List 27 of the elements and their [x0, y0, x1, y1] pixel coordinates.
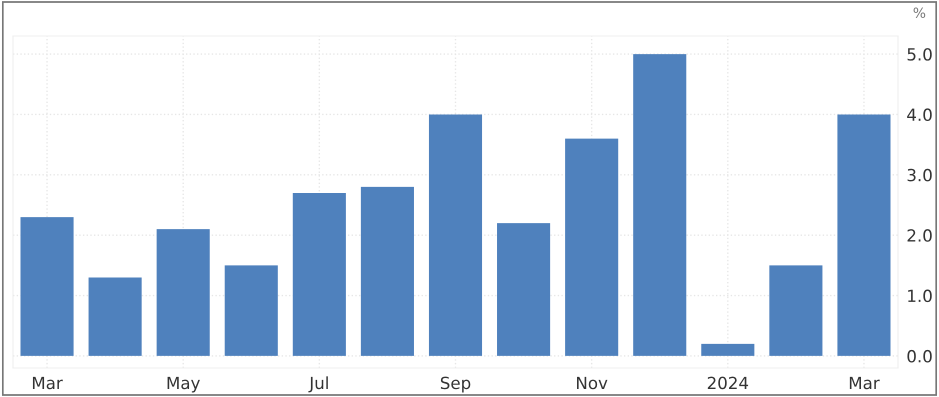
bar [701, 344, 754, 356]
bar [224, 265, 278, 356]
y-tick-label: 3.0 [908, 168, 932, 182]
y-axis-title: % [914, 8, 926, 18]
x-tick-label: Mar [32, 376, 63, 390]
bar [292, 192, 346, 356]
x-tick-label: Jul [308, 376, 328, 392]
bar [633, 54, 686, 356]
x-tick-label: Sep [440, 376, 470, 392]
x-tick-label: 2024 [708, 376, 748, 390]
bar [565, 138, 618, 356]
bar [156, 229, 210, 356]
y-tick-label: 1.0 [908, 290, 932, 302]
bar [769, 265, 822, 356]
y-tick-label: 5.0 [908, 48, 932, 61]
bar [360, 186, 414, 356]
bar [497, 223, 550, 356]
bar [88, 277, 142, 356]
bar [837, 114, 891, 356]
bar [428, 114, 482, 356]
x-tick-label: Nov [577, 376, 608, 390]
y-tick-label: 4.0 [907, 108, 932, 122]
x-tick-label: May [168, 376, 200, 392]
y-tick-label: 0.0 [907, 350, 932, 362]
y-tick-label: 2.0 [908, 229, 932, 242]
x-tick-label: Mar [850, 376, 880, 390]
bar [20, 217, 74, 356]
